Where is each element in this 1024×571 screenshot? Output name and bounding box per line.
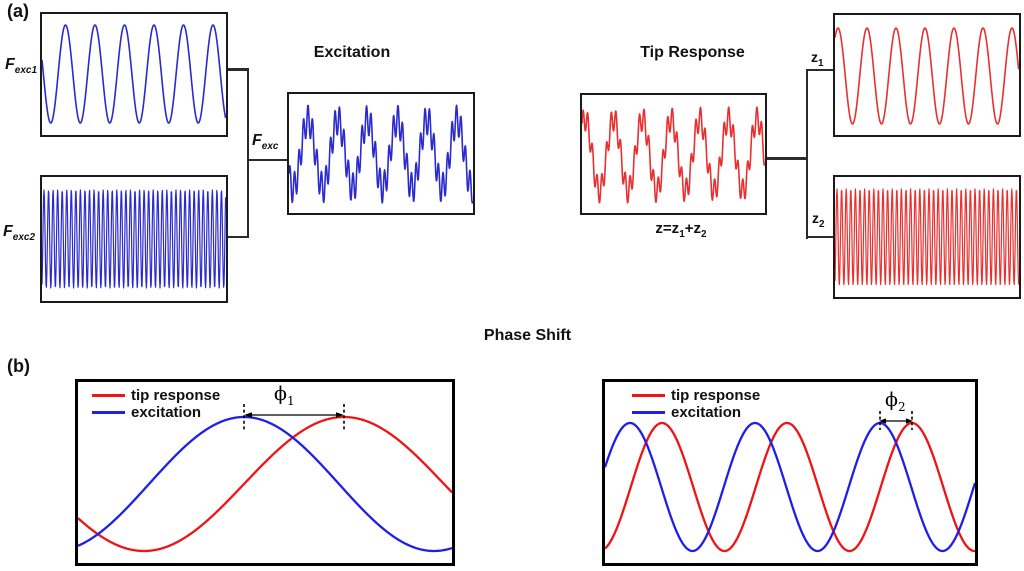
excitation-waveform-box: [287, 92, 475, 215]
waveform-svg: [835, 188, 1019, 286]
tip-response-waveform-box: [580, 93, 767, 215]
z1-waveform-box: [833, 13, 1021, 137]
fexc2-waveform-box: [40, 175, 228, 303]
fexc-label-base: F: [252, 132, 262, 149]
phi1-annotation: [243, 404, 345, 432]
wave-path: [42, 24, 226, 124]
phi1-symbol: ϕ: [274, 383, 287, 405]
fexc2-label-sub: exc2: [12, 232, 36, 244]
phi1-arrowhead-right: [336, 412, 344, 418]
waveform-svg: [42, 24, 226, 124]
bracket-right-top-line: [805, 68, 834, 71]
tip-response-line-swatch: [632, 394, 665, 397]
phi2-subscript: 2: [897, 399, 906, 414]
wave-path: [835, 188, 1019, 286]
z2-label-sub: 2: [819, 218, 825, 230]
waveform-svg: [289, 104, 473, 204]
wave-path: [78, 415, 452, 553]
phase-shift-title: Phase Shift: [483, 327, 572, 344]
bracket-left-output-line: [246, 158, 287, 161]
z2-label-base: z: [812, 210, 819, 226]
excitation-line-swatch: [632, 411, 665, 414]
bracket-left-vertical-line: [246, 68, 249, 238]
waveform-svg: [42, 189, 226, 289]
legend-label: tip response: [671, 387, 761, 404]
legend-label: excitation: [131, 404, 202, 421]
z1-label: z1: [811, 49, 824, 69]
waveform-svg: [835, 27, 1019, 125]
wave-path: [582, 106, 765, 204]
phi2-arrowhead-left: [879, 418, 886, 424]
phase-left-plot: [78, 382, 452, 563]
z-equation-sub2: 2: [701, 229, 707, 240]
wave-path: [289, 104, 473, 204]
phi2-symbol: ϕ: [885, 389, 898, 411]
bracket-left-bottom-line: [228, 235, 249, 238]
wave-path: [78, 415, 452, 553]
fexc-label-sub: exc: [261, 141, 279, 153]
legend-label: excitation: [671, 404, 742, 421]
z2-label: z2: [812, 210, 825, 230]
fexc1-waveform-box: [40, 12, 228, 137]
wave-path: [605, 421, 975, 553]
bracket-right-vertical-line: [805, 68, 808, 239]
phi1-label: ϕ1: [274, 383, 295, 408]
fexc2-label: Fexc2: [3, 223, 35, 243]
waveform-svg: [78, 415, 452, 553]
legend: tip response excitation: [92, 387, 220, 421]
wave-path: [835, 27, 1019, 125]
z-sum-equation: z=z1+z2: [631, 220, 731, 240]
z2-waveform-box: [833, 175, 1021, 299]
legend-item-tip-response: tip response: [632, 387, 760, 404]
bracket-left-top-line: [228, 68, 249, 71]
panel-b-label: (b): [7, 356, 30, 376]
z-equation-part: z=z: [655, 220, 680, 237]
phase-panel-left: tip response excitation ϕ1: [75, 379, 455, 566]
phi2-annotation: [879, 411, 913, 430]
fexc2-label-base: F: [3, 223, 13, 240]
z1-label-sub: 1: [818, 57, 824, 69]
tip-response-line-swatch: [92, 394, 125, 397]
bracket-right-input-line: [767, 157, 807, 160]
wave-path: [42, 189, 226, 289]
phi1-subscript: 1: [286, 393, 295, 408]
wave-path: [605, 421, 975, 553]
waveform-svg: [605, 421, 975, 553]
z-equation-sub1: 1: [679, 229, 685, 240]
phase-panel-right: tip response excitation ϕ2: [602, 379, 978, 566]
waveform-svg: [582, 106, 765, 204]
excitation-line-swatch: [92, 411, 125, 414]
legend-item-excitation: excitation: [632, 404, 760, 421]
legend-item-excitation: excitation: [92, 404, 220, 421]
fexc1-label: Fexc1: [5, 56, 37, 76]
legend-item-tip-response: tip response: [92, 387, 220, 404]
bracket-right-bottom-line: [805, 235, 834, 238]
legend: tip response excitation: [632, 387, 760, 421]
fexc1-label-sub: exc1: [14, 65, 38, 77]
fexc-label: Fexc: [252, 132, 278, 152]
panel-a-label: (a): [7, 1, 29, 21]
phi2-arrowhead-right: [906, 418, 913, 424]
legend-label: tip response: [131, 387, 221, 404]
z1-label-base: z: [811, 49, 818, 65]
phi2-label: ϕ2: [885, 389, 906, 414]
fexc1-label-base: F: [5, 56, 15, 73]
phase-right-plot: [605, 382, 975, 563]
z-equation-part: +z: [684, 220, 702, 237]
phi1-arrowhead-left: [244, 412, 252, 418]
excitation-title: Excitation: [313, 44, 391, 61]
tip-response-title: Tip Response: [640, 44, 745, 61]
